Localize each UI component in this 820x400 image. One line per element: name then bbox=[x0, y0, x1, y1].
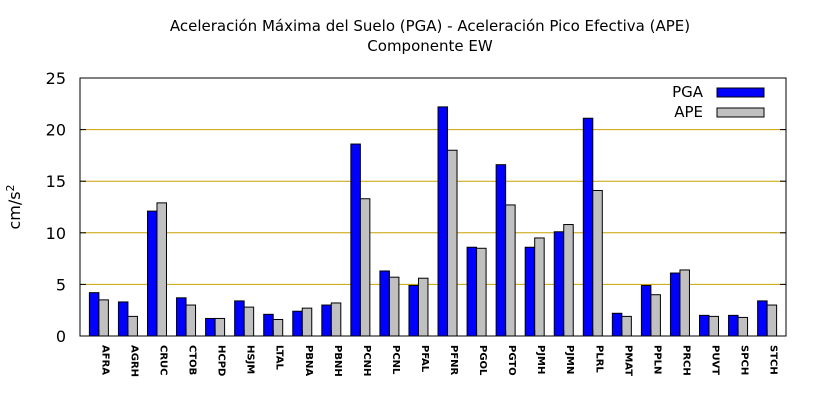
bar-ape-ctob bbox=[185, 304, 197, 337]
bar-ape-plrl bbox=[592, 189, 603, 337]
x-tick-label: STCH bbox=[768, 345, 779, 375]
bar-ape-pcnl bbox=[388, 276, 400, 337]
y-axis: 0 5 10 15 20 25 bbox=[46, 69, 786, 346]
legend-swatch-ape bbox=[716, 107, 765, 118]
bar-ape-pbna bbox=[301, 307, 313, 337]
bar-pga-pcnh bbox=[350, 143, 361, 337]
bar-pga-pcnl bbox=[379, 270, 390, 337]
legend-swatch-pga bbox=[716, 87, 765, 98]
x-tick-label: PRCH bbox=[680, 345, 691, 376]
y-tick-label: 0 bbox=[56, 327, 66, 346]
bar-ape-puvt bbox=[708, 315, 720, 337]
bar-ape-pgol bbox=[476, 247, 487, 337]
bar-pga-prch bbox=[669, 272, 681, 337]
bar-ape-ppln bbox=[650, 294, 661, 337]
x-tick-label: PCNH bbox=[361, 345, 372, 376]
x-tick-label: AGRH bbox=[128, 345, 139, 377]
bar-pga-pfal bbox=[408, 284, 419, 337]
x-tick-label: PLRL bbox=[593, 345, 604, 373]
bar-pga-pjmh bbox=[524, 246, 536, 337]
legend: PGA APE bbox=[672, 83, 765, 121]
bars bbox=[88, 106, 778, 337]
bar-pga-ppln bbox=[640, 284, 652, 337]
bar-pga-ctob bbox=[176, 297, 187, 337]
bar-ape-afra bbox=[98, 299, 109, 337]
gridlines bbox=[80, 129, 786, 285]
chart-subtitle: Componente EW bbox=[367, 37, 493, 55]
chart-title: Aceleración Máxima del Suelo (PGA) - Ace… bbox=[170, 17, 690, 35]
x-tick-label: PFAL bbox=[419, 345, 430, 373]
y-tick-label: 5 bbox=[56, 275, 66, 294]
x-axis: AFRA AGRH CRUC CTOB HCPD HSJM LTAL PBNA PBNH PCNH… bbox=[98, 330, 779, 377]
bar-pga-ltal bbox=[263, 313, 274, 337]
bar-pga-cruc bbox=[146, 210, 158, 337]
x-tick-label: PUVT bbox=[710, 345, 721, 375]
x-tick-label: PBNH bbox=[332, 345, 343, 377]
x-tick-label: PFNR bbox=[448, 345, 459, 376]
bar-ape-pjmn bbox=[563, 224, 574, 337]
bar-ape-pcnh bbox=[359, 198, 371, 337]
bar-ape-pfnr bbox=[447, 149, 458, 337]
bar-ape-hcpd bbox=[214, 317, 226, 337]
bar-pga-puvt bbox=[699, 314, 710, 337]
bar-ape-pfal bbox=[417, 277, 429, 337]
bar-ape-cruc bbox=[156, 202, 167, 337]
bar-ape-pbnh bbox=[330, 302, 342, 337]
bar-pga-agrh bbox=[117, 301, 129, 337]
y-tick-label: 25 bbox=[46, 69, 66, 88]
bar-pga-plrl bbox=[582, 117, 594, 337]
bar-ape-pmat bbox=[621, 315, 632, 337]
bar-pga-pbna bbox=[292, 310, 303, 337]
bar-pga-stch bbox=[757, 300, 768, 337]
legend-label-pga: PGA bbox=[672, 83, 704, 101]
bar-pga-pjmn bbox=[553, 231, 565, 337]
bar-ape-stch bbox=[766, 304, 778, 337]
y-tick-label: 20 bbox=[46, 121, 66, 140]
x-tick-label: PJMH bbox=[535, 345, 546, 374]
plot-frame bbox=[79, 77, 787, 337]
x-tick-label: AFRA bbox=[99, 345, 110, 375]
y-axis-label: cm/s2 bbox=[4, 184, 24, 229]
bar-pga-pmat bbox=[611, 312, 623, 337]
x-tick-label: PMAT bbox=[622, 345, 633, 376]
bar-pga-afra bbox=[88, 292, 100, 337]
bar-pga-pbnh bbox=[321, 304, 332, 337]
x-tick-label: PGTO bbox=[506, 345, 517, 376]
bar-ape-ltal bbox=[272, 318, 284, 337]
bar-ape-hsjm bbox=[243, 306, 255, 337]
x-tick-label: PPLN bbox=[651, 345, 662, 374]
x-tick-label: SPCH bbox=[739, 345, 750, 375]
x-tick-label: HSJM bbox=[245, 345, 256, 374]
x-tick-label: LTAL bbox=[274, 345, 285, 371]
x-tick-label: PBNA bbox=[303, 345, 314, 376]
bar-ape-prch bbox=[679, 269, 690, 337]
x-tick-label: CRUC bbox=[157, 345, 168, 376]
y-tick-label: 10 bbox=[46, 224, 66, 243]
bar-pga-hsjm bbox=[234, 300, 245, 337]
x-tick-label: PCNL bbox=[390, 345, 401, 375]
x-tick-label: CTOB bbox=[187, 345, 198, 375]
legend-label-ape: APE bbox=[674, 103, 703, 121]
x-tick-label: HCPD bbox=[216, 345, 227, 376]
bar-ape-agrh bbox=[127, 315, 138, 337]
y-tick-label: 15 bbox=[46, 172, 66, 191]
x-tick-label: PJMN bbox=[564, 345, 575, 374]
bar-pga-hcpd bbox=[205, 317, 216, 337]
bar-pga-pgto bbox=[495, 164, 507, 337]
bar-pga-pfnr bbox=[437, 106, 449, 337]
bar-ape-pjmh bbox=[534, 237, 545, 337]
bar-ape-spch bbox=[737, 316, 749, 337]
bar-pga-spch bbox=[728, 314, 739, 337]
bar-ape-pgto bbox=[505, 204, 516, 337]
x-tick-label: PGOL bbox=[477, 345, 488, 376]
bar-pga-pgol bbox=[466, 246, 478, 337]
